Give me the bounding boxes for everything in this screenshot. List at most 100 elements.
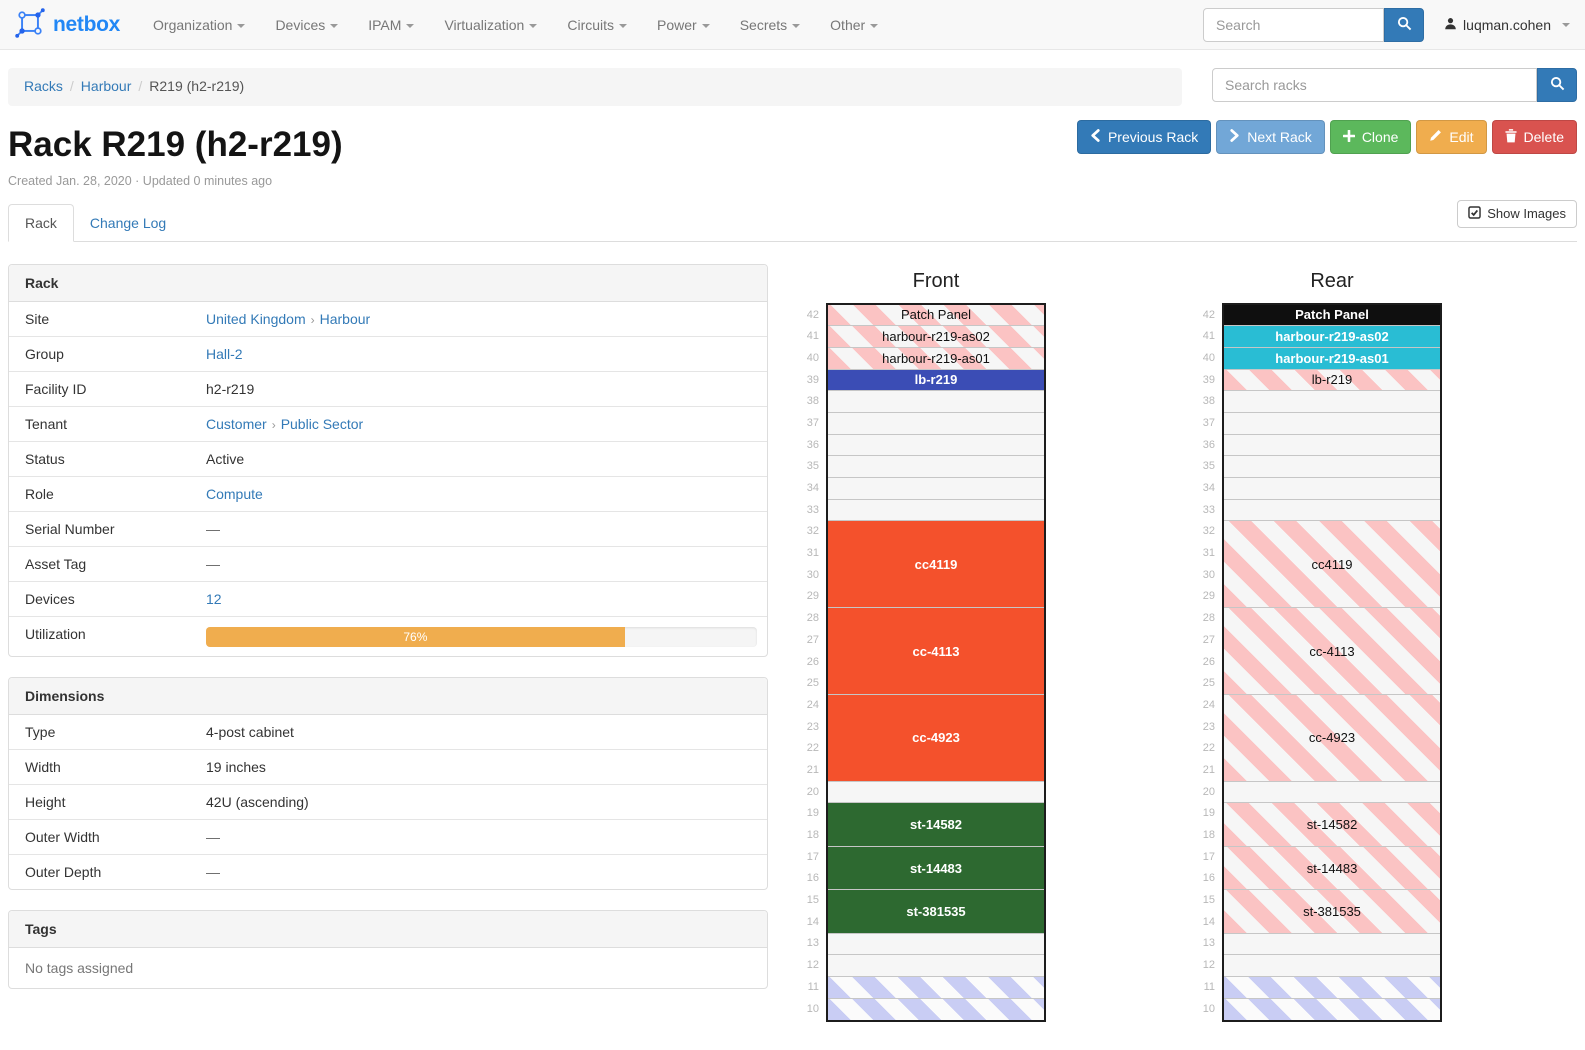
- device-label: cc-4113: [1309, 643, 1355, 659]
- unit-number: 42: [1202, 308, 1215, 321]
- rack-unit-device[interactable]: cc4119: [828, 521, 1044, 609]
- unit-number: 31: [1202, 547, 1215, 560]
- chevron-separator: ›: [310, 312, 315, 327]
- chevron-separator: ›: [271, 417, 276, 432]
- rack-unit-device[interactable]: harbour-r219-as02: [1224, 326, 1440, 348]
- clone-button[interactable]: Clone: [1329, 120, 1412, 154]
- chevron-right-icon: [1229, 129, 1240, 145]
- menu-organization[interactable]: Organization: [138, 2, 260, 48]
- delete-button[interactable]: Delete: [1491, 120, 1577, 154]
- rack-unit-device[interactable]: Patch Panel: [828, 304, 1044, 327]
- attr-label: Type: [25, 723, 56, 740]
- global-search-button[interactable]: [1384, 7, 1425, 42]
- rack-unit-device[interactable]: lb-r219: [828, 369, 1044, 392]
- value-public-sector[interactable]: Public Sector: [280, 415, 364, 432]
- caret-down-icon: [529, 23, 538, 28]
- rack-unit-empty: [828, 412, 1044, 435]
- breadcrumb-item-racks[interactable]: Racks: [24, 78, 63, 94]
- menu-virtualization[interactable]: Virtualization: [429, 2, 552, 48]
- next-rack-button[interactable]: Next Rack: [1216, 120, 1325, 154]
- attr-row-width: Width 19 inches: [9, 750, 767, 785]
- netbox-logo[interactable]: netbox: [15, 8, 120, 41]
- rack-unit-device[interactable]: cc-4113: [1224, 608, 1440, 695]
- rack-unit-device[interactable]: cc-4923: [1224, 694, 1440, 782]
- rack-unit-empty: [828, 478, 1044, 500]
- device-label: lb-r219: [914, 372, 958, 388]
- rack-unit-device[interactable]: cc-4113: [828, 608, 1044, 695]
- unit-number: 29: [806, 590, 819, 603]
- global-search-input[interactable]: [1203, 7, 1385, 42]
- rack-search-button[interactable]: [1537, 68, 1577, 102]
- value-customer[interactable]: Customer: [206, 415, 267, 432]
- breadcrumb-separator: /: [69, 78, 74, 94]
- attr-row-outer-width: Outer Width —: [9, 820, 767, 855]
- rack-unit-device[interactable]: st-14582: [1224, 803, 1440, 847]
- breadcrumb-item-harbour[interactable]: Harbour: [80, 78, 132, 94]
- value-h2-r219: h2-r219: [206, 380, 255, 397]
- unit-number: 19: [806, 807, 819, 820]
- attr-row-serial-number: Serial Number —: [9, 512, 767, 547]
- value-hall-2[interactable]: Hall-2: [206, 345, 243, 362]
- value-united-kingdom[interactable]: United Kingdom: [206, 310, 306, 327]
- value-12[interactable]: 12: [206, 590, 222, 607]
- rack-unit-device[interactable]: lb-r219: [1224, 369, 1440, 392]
- attr-label: Group: [25, 345, 64, 362]
- device-label: st-14582: [909, 817, 963, 833]
- rack-unit-device[interactable]: st-14582: [828, 803, 1044, 847]
- breadcrumb: Racks / Harbour / R219 (h2-r219): [8, 68, 1182, 106]
- unit-number: 36: [1202, 438, 1215, 451]
- rack-unit-empty: [1224, 434, 1440, 457]
- tabs: Rack Change Log Show Images: [8, 199, 1577, 242]
- unit-number: 32: [806, 525, 819, 538]
- value-harbour[interactable]: Harbour: [319, 310, 371, 327]
- tab-change-log[interactable]: Change Log: [89, 214, 167, 231]
- rack-unit-device[interactable]: st-381535: [1224, 890, 1440, 934]
- caret-down-icon: [237, 23, 246, 28]
- attr-value: 4-post cabinet: [206, 715, 767, 749]
- menu-devices[interactable]: Devices: [260, 2, 353, 48]
- value-compute[interactable]: Compute: [206, 485, 263, 502]
- rack-unit-reserved: [828, 977, 1044, 999]
- rack-unit-device[interactable]: Patch Panel: [1224, 304, 1440, 327]
- device-label: st-14582: [1306, 817, 1358, 833]
- breadcrumb-item-r219-h2-r219: R219 (h2-r219): [149, 78, 245, 94]
- value-: —: [206, 520, 220, 537]
- rack-unit-device[interactable]: cc-4923: [828, 694, 1044, 782]
- tags-panel: Tags No tags assigned: [8, 909, 768, 989]
- unit-number: 28: [806, 612, 819, 625]
- rack-elevation-rear: Rear 42 41 40 39 38 37 36 35 34 33 32 31 30 29 28 27 26 25…: [1196, 264, 1442, 1023]
- attr-label: Asset Tag: [25, 555, 87, 572]
- rack-unit-device[interactable]: harbour-r219-as02: [828, 326, 1044, 348]
- device-label: harbour-r219-as01: [1275, 350, 1389, 366]
- user-menu[interactable]: luqman.cohen: [1444, 17, 1570, 33]
- attr-value: Compute: [206, 477, 767, 511]
- rack-unit-device[interactable]: st-14483: [828, 846, 1044, 891]
- unit-number: 27: [806, 633, 819, 646]
- search-icon: [1397, 16, 1412, 34]
- rack-unit-device[interactable]: cc4119: [1224, 521, 1440, 609]
- tab-rack[interactable]: Rack: [8, 203, 74, 242]
- attr-value: 42U (ascending): [206, 785, 767, 819]
- rack-unit-device[interactable]: st-381535: [828, 890, 1044, 934]
- menu-secrets[interactable]: Secrets: [725, 2, 815, 48]
- attr-value: 76%: [206, 617, 767, 656]
- menu-power[interactable]: Power: [642, 2, 725, 48]
- rack-unit-device[interactable]: st-14483: [1224, 846, 1440, 891]
- menu-other[interactable]: Other: [815, 2, 893, 48]
- rack-unit-device[interactable]: harbour-r219-as01: [828, 347, 1044, 370]
- attr-value: h2-r219: [206, 372, 767, 406]
- caret-down-icon: [701, 23, 710, 28]
- unit-number: 24: [806, 698, 819, 711]
- rack-unit-device[interactable]: harbour-r219-as01: [1224, 347, 1440, 370]
- show-images-button[interactable]: Show Images: [1457, 199, 1577, 228]
- edit-button[interactable]: Edit: [1416, 120, 1487, 154]
- unit-number: 37: [1202, 416, 1215, 429]
- attr-row-height: Height 42U (ascending): [9, 785, 767, 820]
- menu-circuits[interactable]: Circuits: [552, 2, 642, 48]
- unit-number: 18: [806, 829, 819, 841]
- menu-ipam[interactable]: IPAM: [353, 2, 429, 48]
- previous-rack-button[interactable]: Previous Rack: [1076, 120, 1212, 154]
- rack-elevation-front: Front 42 41 40 39 38 37 36 35 34 33 32 31 30 29 28 27 26 2…: [800, 264, 1046, 1023]
- device-label: cc-4923: [912, 730, 960, 746]
- rack-search-input[interactable]: [1212, 68, 1537, 102]
